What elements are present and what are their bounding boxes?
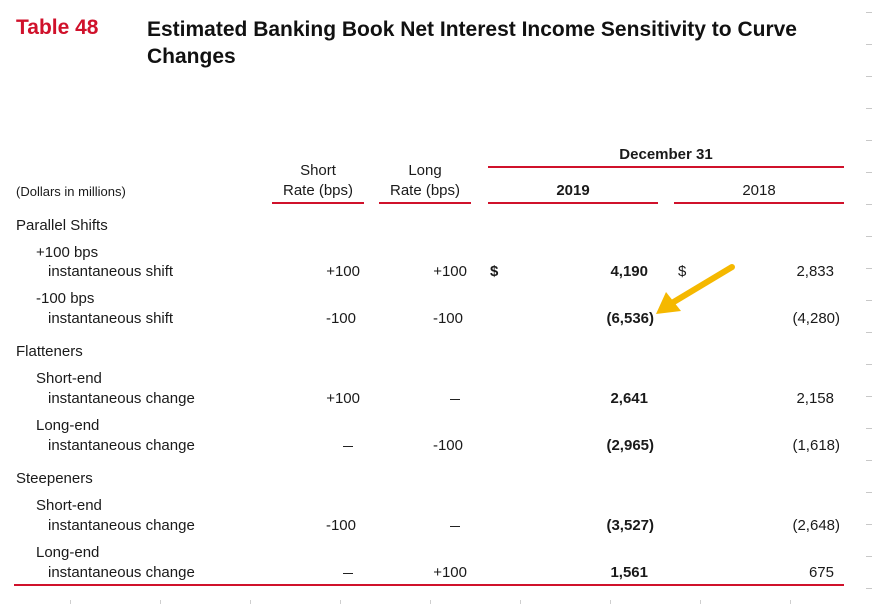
table-number: Table 48 <box>16 16 99 39</box>
value-2019: (2,965) <box>606 437 654 454</box>
short-rate-value: +100 <box>326 390 360 407</box>
value-2019: 2,641 <box>610 390 648 407</box>
row-label-line1: Short-end <box>36 497 102 514</box>
row-label-line2: instantaneous change <box>48 564 195 581</box>
units-label: (Dollars in millions) <box>16 184 126 199</box>
value-2018: 2,158 <box>796 390 834 407</box>
long-rate-value: -100 <box>432 437 463 454</box>
value-2018: (1,618) <box>792 437 840 454</box>
value-2018: 2,833 <box>796 263 834 280</box>
row-label-line2: instantaneous shift <box>48 263 174 280</box>
value-2019: 4,190 <box>610 263 648 280</box>
year-2018-rule <box>674 202 844 204</box>
short-rate-value: +100 <box>326 263 360 280</box>
row-label-line1: +100 bps <box>36 244 99 261</box>
short-rate-header-line2: Rate (bps) <box>282 182 354 199</box>
short-rate-header-line1: Short <box>300 162 336 179</box>
row-label-line2: instantaneous shift <box>48 310 174 327</box>
row-label-line2: instantaneous change <box>48 437 195 454</box>
period-group-header: December 31 <box>619 146 713 163</box>
short-rate-value: -100 <box>325 310 356 327</box>
row-label-line1: Long-end <box>36 417 100 434</box>
long-rate-value: +100 <box>433 564 467 581</box>
value-2019: (6,536) <box>606 310 654 327</box>
year-2019-header: 2019 <box>556 182 590 199</box>
year-2018-header: 2018 <box>742 182 776 199</box>
long-rate-value: -100 <box>432 310 463 327</box>
section-title-flatteners: Flatteners <box>16 343 83 360</box>
section-title-parallel-shifts: Parallel Shifts <box>16 217 108 234</box>
currency-symbol: $ <box>678 263 687 280</box>
value-2019: 1,561 <box>610 564 648 581</box>
row-label-line1: Short-end <box>36 370 102 387</box>
value-2018: 675 <box>808 564 834 581</box>
long-rate-rule <box>379 202 471 204</box>
long-rate-empty-dash <box>450 526 460 527</box>
table-bottom-rule <box>14 584 844 586</box>
long-rate-header-line1: Long <box>408 162 442 179</box>
long-rate-header-line2: Rate (bps) <box>389 182 461 199</box>
period-group-rule <box>488 166 844 168</box>
value-2018: (2,648) <box>792 517 840 534</box>
table-title: Estimated Banking Book Net Interest Inco… <box>147 18 797 68</box>
row-label-line2: instantaneous change <box>48 517 195 534</box>
currency-symbol: $ <box>490 263 499 280</box>
long-rate-value: +100 <box>433 263 467 280</box>
row-label-line1: Long-end <box>36 544 100 561</box>
arrow-icon <box>656 264 735 314</box>
year-2019-rule <box>488 202 658 204</box>
section-title-steepeners: Steepeners <box>16 470 93 487</box>
short-rate-value: -100 <box>325 517 356 534</box>
row-label-line2: instantaneous change <box>48 390 195 407</box>
value-2019: (3,527) <box>606 517 654 534</box>
row-label-line1: -100 bps <box>36 290 95 307</box>
long-rate-empty-dash <box>450 399 460 400</box>
value-2018: (4,280) <box>792 310 840 327</box>
short-rate-rule <box>272 202 364 204</box>
short-rate-empty-dash <box>343 573 353 574</box>
short-rate-empty-dash <box>343 446 353 447</box>
